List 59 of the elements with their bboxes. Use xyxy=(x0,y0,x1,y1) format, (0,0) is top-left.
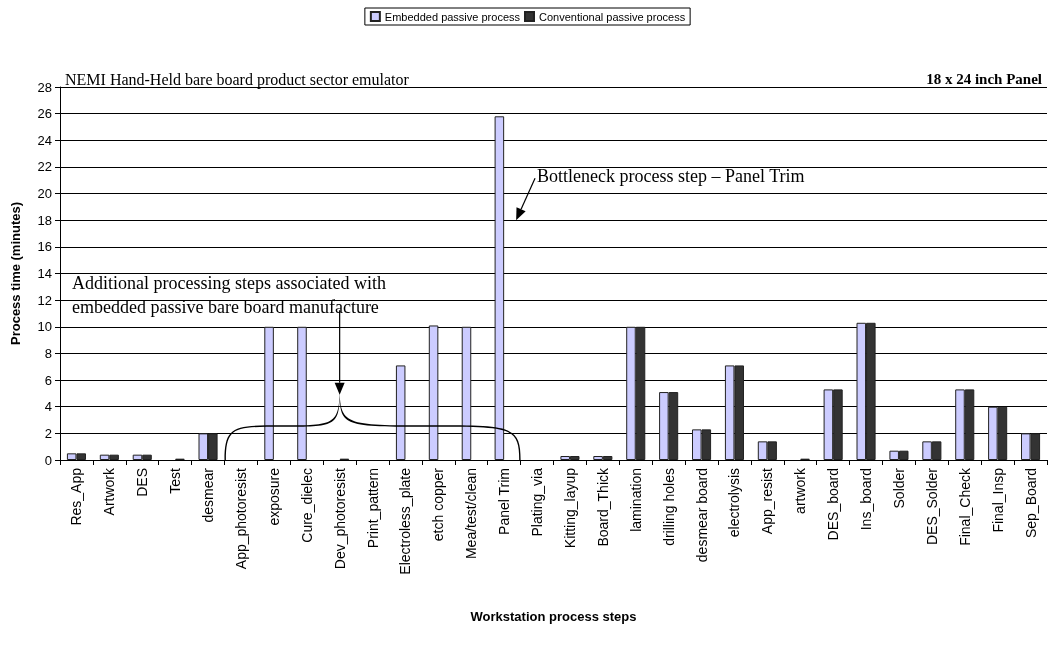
x-tick-label: desmear xyxy=(200,467,217,523)
y-tick-label: 8 xyxy=(44,345,52,361)
x-tick-label: artwork xyxy=(792,467,809,514)
x-tick-label: Board_Thick xyxy=(594,467,611,547)
y-tick-label: 2 xyxy=(44,425,52,441)
bar xyxy=(494,116,505,460)
y-tick-label: 18 xyxy=(37,212,52,228)
x-tick-label: App_photoresist xyxy=(232,467,249,570)
y-tick-label: 0 xyxy=(44,452,52,468)
x-tick-label: drilling holes xyxy=(660,468,677,546)
x-tick-label: desmear board xyxy=(693,468,710,563)
x-tick-label: lamination xyxy=(627,468,644,532)
x-tick-label: exposure xyxy=(265,467,282,526)
bar xyxy=(428,325,439,460)
bar xyxy=(395,365,406,460)
x-tick-label: Electroless_plate xyxy=(397,467,414,575)
x-tick-label: Ins_board xyxy=(858,468,875,531)
x-tick-label: Dev_photoresist xyxy=(331,467,348,570)
x-tick-label: Mea/test/clean xyxy=(463,468,480,560)
annotation: Bottleneck process step – Panel Trim xyxy=(537,166,805,187)
y-tick-label: 28 xyxy=(37,79,52,95)
bar xyxy=(264,326,274,460)
y-tick-label: 14 xyxy=(37,266,52,281)
x-tick-label: Res_App xyxy=(68,467,85,526)
x-tick-label: DES xyxy=(134,468,151,497)
x-tick-label: Solder xyxy=(890,467,907,509)
bar xyxy=(461,326,472,460)
bar xyxy=(297,326,307,460)
x-tick-label: Final_Check xyxy=(956,467,973,546)
x-tick-label: Artwork xyxy=(101,467,118,516)
y-tick-label: 12 xyxy=(37,292,52,308)
x-tick-label: electrolysis xyxy=(726,468,743,538)
chart-title: NEMI Hand-Held bare board product sector emulator xyxy=(65,70,410,89)
x-tick-label: etch copper xyxy=(430,467,447,542)
x-tick-label: Kitting_layup xyxy=(561,467,578,549)
x-tick-label: Cure_dielec xyxy=(298,468,315,543)
y-tick-label: 20 xyxy=(37,186,52,202)
chart-subtitle: 18 x 24 inch Panel xyxy=(926,70,1042,87)
y-axis-title: Process time (minutes) xyxy=(8,201,23,346)
x-tick-label: Panel Trim xyxy=(496,468,513,535)
annotation: Additional processing steps associated with embedded passive bare board manufacture xyxy=(72,272,391,317)
x-tick-label: DES_Solder xyxy=(923,467,940,546)
x-tick-label: Final_Insp xyxy=(989,467,1006,533)
y-tick-label: 4 xyxy=(44,399,52,415)
y-tick-label: 10 xyxy=(37,319,52,335)
x-tick-label: Print_pattern xyxy=(364,468,381,549)
x-tick-label: Plating_via xyxy=(529,467,546,537)
x-tick-label: Sep_Board xyxy=(1022,468,1039,539)
x-tick-label: Test xyxy=(167,467,184,494)
x-tick-label: App_resist xyxy=(759,467,776,535)
y-tick-label: 16 xyxy=(37,239,52,255)
legend-label: Conventional passive process xyxy=(539,10,686,23)
x-tick-label: DES_board xyxy=(825,468,842,541)
legend-label: Embedded passive process xyxy=(384,10,521,23)
y-tick-label: 22 xyxy=(37,159,52,175)
y-tick-label: 24 xyxy=(37,132,52,148)
y-tick-label: 6 xyxy=(44,372,52,388)
x-axis-title: Workstation process steps xyxy=(470,609,637,624)
y-tick-label: 26 xyxy=(37,106,52,122)
